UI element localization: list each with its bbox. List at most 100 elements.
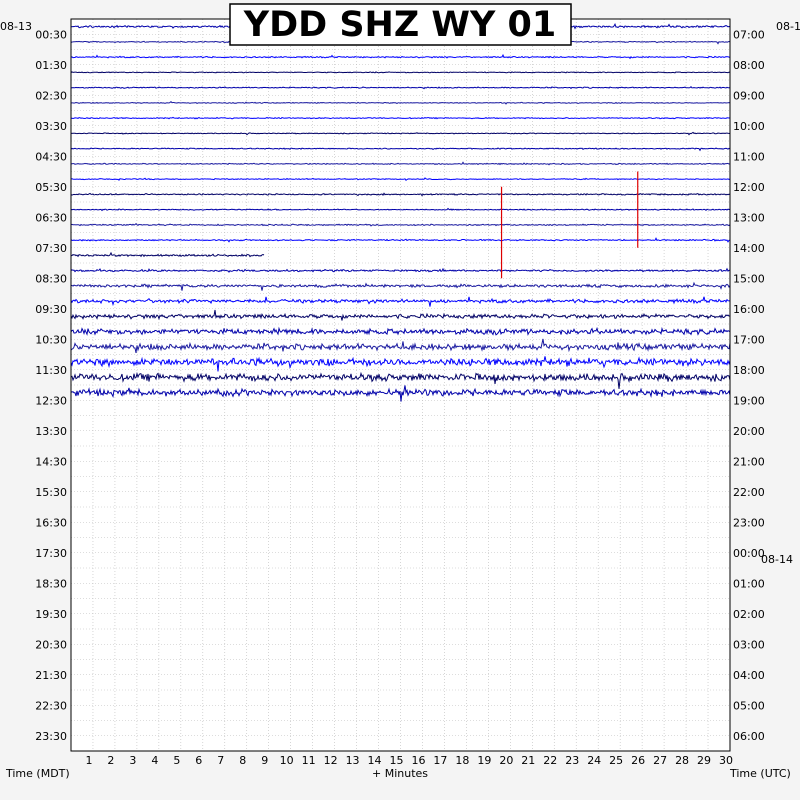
event-markers (500, 171, 639, 279)
right-time-label: 08:00 (733, 59, 765, 72)
x-tick-label: 22 (543, 754, 557, 767)
trace-row (70, 161, 731, 166)
left-time-label: 11:30 (35, 364, 67, 377)
trace-row (70, 223, 731, 227)
right-time-label: 18:00 (733, 364, 765, 377)
left-time-labels: 00:30 01:30 02:30 03:30 04:30 05:30 06:30 07:30… (35, 28, 67, 743)
right-time-label: 10:00 (733, 120, 765, 133)
right-time-label: 05:00 (733, 699, 765, 712)
left-time-label: 00:30 (35, 28, 67, 41)
left-time-label: 12:30 (35, 394, 67, 407)
trace-row (70, 116, 730, 120)
left-time-label: 14:30 (35, 455, 67, 468)
left-time-label: 21:30 (35, 669, 67, 682)
x-tick-label: 1 (85, 754, 92, 767)
right-time-label: 09:00 (733, 89, 765, 102)
left-time-label: 06:30 (35, 211, 67, 224)
x-tick-label: 12 (324, 754, 338, 767)
left-time-label: 22:30 (35, 699, 67, 712)
trace-row (70, 101, 731, 105)
right-time-label: 12:00 (733, 181, 765, 194)
right-time-label: 01:00 (733, 577, 765, 590)
x-tick-label: 13 (346, 754, 360, 767)
left-time-label: 01:30 (35, 59, 67, 72)
trace-row (70, 71, 731, 74)
x-tick-label: 3 (129, 754, 136, 767)
trace-row (70, 131, 731, 136)
left-time-label: 19:30 (35, 608, 67, 621)
right-time-label: 23:00 (733, 516, 765, 529)
x-tick-label: 14 (368, 754, 382, 767)
grid (71, 19, 730, 751)
left-time-label: 20:30 (35, 638, 67, 651)
trace-row (70, 338, 731, 353)
trace-row (70, 385, 731, 402)
title-box (229, 3, 572, 46)
right-time-label: 17:00 (733, 333, 765, 346)
trace-row (70, 251, 265, 258)
x-tick-label: 19 (477, 754, 491, 767)
chart-title: YDD SHZ WY 01 (243, 5, 557, 45)
x-tick-label: 15 (390, 754, 404, 767)
left-time-label: 23:30 (35, 730, 67, 743)
trace-row (70, 371, 731, 389)
right-time-label: 14:00 (733, 242, 765, 255)
x-tick-label: 2 (107, 754, 114, 767)
x-tick-label: 4 (151, 754, 158, 767)
right-time-label: 04:00 (733, 669, 765, 682)
right-time-label: 02:00 (733, 608, 765, 621)
left-time-label: 05:30 (35, 181, 67, 194)
x-tick-label: 27 (653, 754, 667, 767)
x-tick-label: 9 (261, 754, 268, 767)
right-time-label: 03:00 (733, 638, 765, 651)
x-tick-label: 24 (587, 754, 601, 767)
trace-row (70, 281, 731, 291)
trace-row (70, 356, 731, 372)
trace-row (70, 192, 731, 197)
left-time-label: 03:30 (35, 120, 67, 133)
right-time-label: 11:00 (733, 150, 765, 163)
x-tick-label: 7 (217, 754, 224, 767)
x-tick-label: 11 (302, 754, 316, 767)
trace-row (70, 53, 731, 60)
left-time-label: 04:30 (35, 150, 67, 163)
x-tick-label: 16 (411, 754, 425, 767)
left-axis-label: Time (MDT) (5, 767, 70, 780)
trace-row (70, 207, 731, 212)
left-time-label: 15:30 (35, 486, 67, 499)
left-time-label: 07:30 (35, 242, 67, 255)
right-time-label: 22:00 (733, 486, 765, 499)
x-tick-label: 30 (719, 754, 733, 767)
x-tick-label: 8 (239, 754, 246, 767)
x-axis-label: + Minutes (372, 767, 428, 780)
x-tick-label: 25 (609, 754, 623, 767)
x-tick-label: 20 (499, 754, 513, 767)
trace-row (70, 237, 731, 243)
left-time-label: 10:30 (35, 333, 67, 346)
right-time-label: 19:00 (733, 394, 765, 407)
right-date-change-label: 08-14 (761, 553, 793, 566)
right-time-label: 00:00 (733, 547, 765, 560)
x-tick-label: 23 (565, 754, 579, 767)
trace-row (70, 147, 731, 152)
trace-row (70, 177, 731, 182)
x-tick-label: 29 (697, 754, 711, 767)
left-time-label: 13:30 (35, 425, 67, 438)
x-tick-labels: 1 2 3 4 5 6 7 8 9 10 11 12 13 14 15 16 17 18 19 20 21 22 23 24 2… (85, 754, 733, 767)
x-tick-label: 17 (433, 754, 447, 767)
x-tick-label: 28 (675, 754, 689, 767)
left-time-label: 17:30 (35, 547, 67, 560)
x-tick-label: 6 (195, 754, 202, 767)
right-time-label: 15:00 (733, 272, 765, 285)
right-time-label: 07:00 (733, 28, 765, 41)
trace-row (70, 309, 731, 321)
trace-row (70, 267, 730, 273)
right-time-label: 06:00 (733, 730, 765, 743)
seismic-traces (70, 22, 731, 402)
left-time-label: 16:30 (35, 516, 67, 529)
right-time-label: 21:00 (733, 455, 765, 468)
right-time-label: 20:00 (733, 425, 765, 438)
right-axis-label: Time (UTC) (729, 767, 791, 780)
left-time-label: 08:30 (35, 272, 67, 285)
trace-row (70, 326, 731, 336)
